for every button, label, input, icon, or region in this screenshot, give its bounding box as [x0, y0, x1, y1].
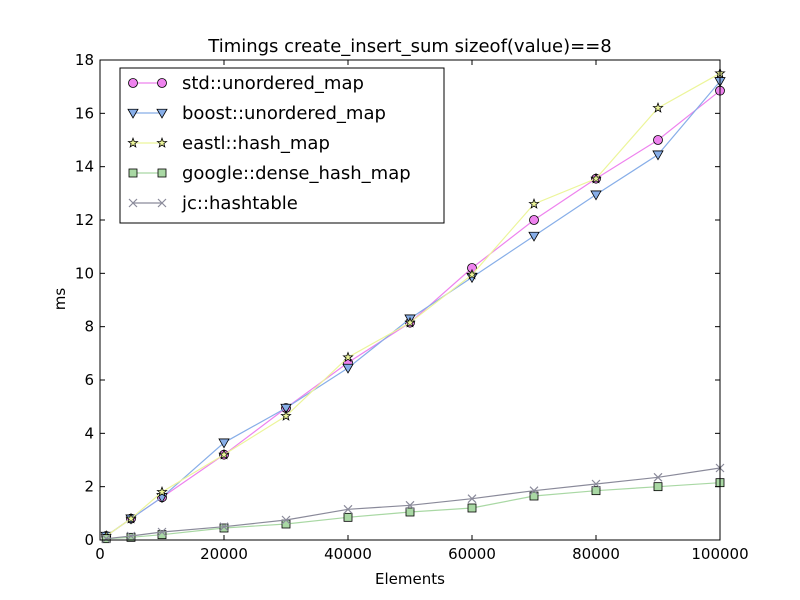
y-tick-label: 14: [75, 158, 94, 176]
legend-marker: [156, 137, 168, 148]
axes: 0 20000 40000 60000 80000 100000 0 2 4 6 8 10 12 14 16…: [75, 51, 749, 563]
x-tick-label: 20000: [200, 545, 248, 563]
legend-label: jc::hashtable: [181, 193, 298, 214]
x-tick-label: 40000: [324, 545, 372, 563]
data-point-jc-hashtable: [219, 522, 229, 532]
chart-title: Timings create_insert_sum sizeof(value)=…: [207, 36, 612, 57]
legend-marker: [157, 168, 167, 178]
data-point-std-unordered-map: [653, 135, 663, 145]
data-point-boost-unordered-map: [280, 403, 292, 414]
legend-label: std::unordered_map: [182, 73, 364, 94]
legend-marker: [128, 198, 138, 208]
legend-marker: [128, 78, 138, 88]
data-point-eastl-hash-map: [156, 486, 168, 497]
data-point-google-dense-hash-map: [219, 523, 229, 533]
legend-item-jc-hashtable: jc::hashtable: [128, 193, 298, 214]
series-jc-hashtable: [101, 463, 725, 544]
data-point-eastl-hash-map: [466, 268, 478, 280]
x-tick-label: 60000: [448, 545, 496, 563]
data-point-jc-hashtable: [467, 494, 477, 504]
data-point-jc-hashtable: [281, 515, 291, 525]
data-point-eastl-hash-map: [218, 448, 230, 460]
data-point-boost-unordered-map: [652, 150, 664, 161]
y-tick-label: 18: [75, 51, 94, 69]
data-point-jc-hashtable: [126, 531, 136, 541]
x-tick-label: 0: [95, 545, 105, 563]
legend-item-google-dense-hash-map: google::dense_hash_map: [128, 163, 411, 184]
y-tick-label: 16: [75, 104, 94, 122]
y-tick-label: 2: [84, 478, 94, 496]
data-point-boost-unordered-map: [342, 363, 354, 374]
y-tick-label: 6: [84, 371, 94, 389]
legend-marker: [128, 168, 138, 178]
data-point-jc-hashtable: [591, 479, 601, 489]
legend-label: boost::unordered_map: [182, 103, 386, 124]
legend-marker: [127, 108, 139, 119]
y-axis-label: ms: [51, 288, 69, 311]
data-point-jc-hashtable: [157, 527, 167, 537]
y-tick-label: 0: [84, 531, 94, 549]
data-point-eastl-hash-map: [125, 512, 137, 524]
data-point-eastl-hash-map: [404, 316, 416, 328]
data-point-google-dense-hash-map: [343, 512, 353, 522]
data-point-eastl-hash-map: [280, 410, 292, 421]
data-point-jc-hashtable: [343, 504, 353, 514]
legend-item-eastl-hash-map: eastl::hash_map: [127, 133, 330, 154]
y-tick-label: 8: [84, 318, 94, 336]
data-point-eastl-hash-map: [652, 102, 664, 113]
y-tick-label: 12: [75, 211, 94, 229]
legend-item-boost-unordered-map: boost::unordered_map: [127, 103, 386, 124]
data-point-jc-hashtable: [405, 500, 415, 510]
data-point-google-dense-hash-map: [529, 491, 539, 501]
data-point-google-dense-hash-map: [281, 519, 291, 529]
plot-frame: [99, 59, 721, 541]
data-point-google-dense-hash-map: [157, 530, 167, 540]
data-point-google-dense-hash-map: [591, 486, 601, 496]
y-tick-label: 4: [84, 424, 94, 442]
legend: std::unordered_mapboost::unordered_mapea…: [119, 67, 445, 224]
series-eastl-hash-map: [100, 67, 726, 541]
series-line-boost-unordered-map: [105, 80, 721, 537]
data-point-jc-hashtable: [529, 486, 539, 496]
data-point-eastl-hash-map: [342, 351, 354, 363]
x-axis-label: Elements: [375, 570, 445, 588]
x-tick-label: 80000: [572, 545, 620, 563]
data-point-std-unordered-map: [529, 215, 539, 225]
series-line-google-dense-hash-map: [106, 482, 721, 540]
legend-marker: [157, 198, 167, 208]
data-point-boost-unordered-map: [590, 190, 602, 201]
data-point-eastl-hash-map: [528, 198, 540, 209]
legend-marker: [156, 108, 168, 119]
data-point-boost-unordered-map: [528, 231, 540, 242]
data-point-jc-hashtable: [653, 472, 663, 482]
legend-box: [119, 67, 445, 224]
legend-label: google::dense_hash_map: [182, 163, 411, 184]
data-point-google-dense-hash-map: [126, 532, 136, 542]
data-point-boost-unordered-map: [218, 438, 230, 449]
plot-area: [100, 67, 726, 544]
legend-marker: [127, 137, 139, 148]
y-tick-label: 10: [75, 264, 94, 282]
series-line-eastl-hash-map: [105, 72, 721, 537]
legend-marker: [157, 78, 167, 88]
data-point-google-dense-hash-map: [467, 503, 477, 513]
data-point-google-dense-hash-map: [405, 507, 415, 517]
legend-label: eastl::hash_map: [182, 133, 330, 154]
series-line-jc-hashtable: [106, 467, 721, 540]
legend-item-std-unordered-map: std::unordered_map: [128, 73, 364, 94]
data-point-eastl-hash-map: [590, 172, 602, 184]
data-point-jc-hashtable: [101, 534, 111, 544]
x-tick-label: 100000: [691, 545, 748, 563]
data-point-google-dense-hash-map: [653, 482, 663, 492]
